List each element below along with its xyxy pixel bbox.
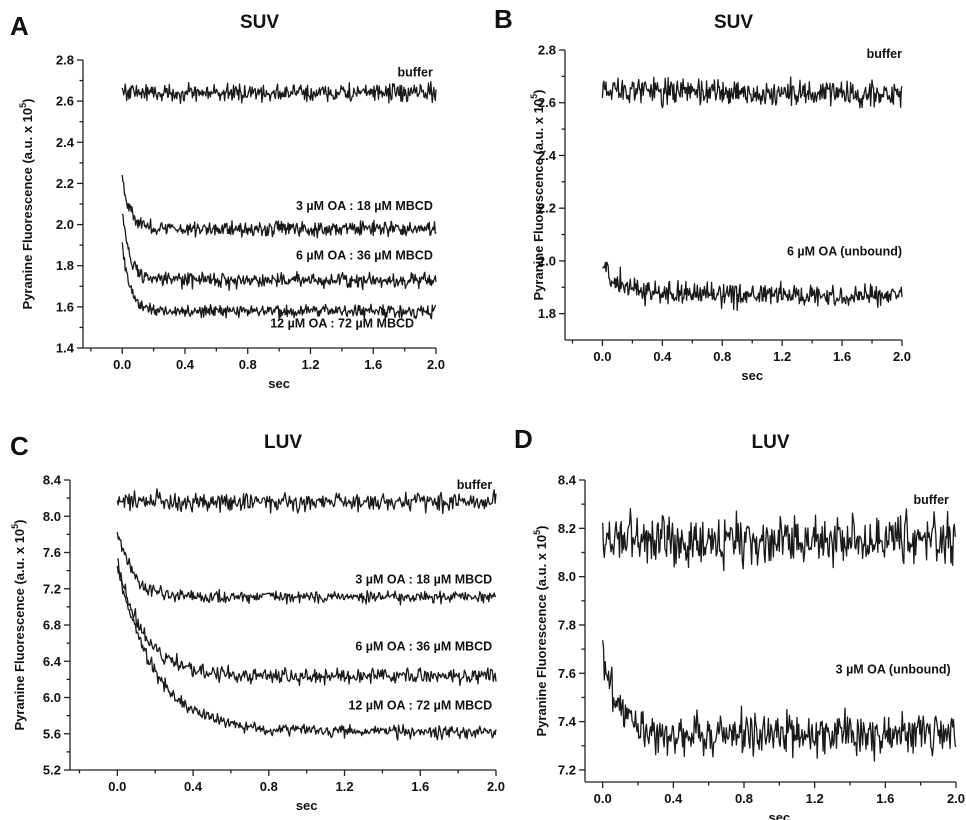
x-tick-label: 1.2 [301,357,319,372]
series-line [602,261,903,311]
panel-title: SUV [714,12,753,33]
y-axis-title: Pyranine Fluorescence (a.u. x 105) [532,526,549,737]
series-label: 6 µM OA (unbound) [787,245,902,259]
y-tick-label: 1.8 [56,258,74,273]
series-line [121,213,437,291]
y-tick-label: 6.8 [43,618,61,633]
y-tick-label: 2.0 [538,253,556,268]
x-tick-label: 0.0 [594,791,612,806]
panel-title: LUV [264,432,302,453]
x-tick-label: 1.6 [364,357,382,372]
y-tick-label: 2.8 [538,43,556,58]
y-tick-label: 7.4 [558,714,577,729]
y-tick-label: 8.0 [43,509,61,524]
x-tick-label: 1.2 [335,779,353,794]
y-tick-label: 7.6 [43,545,61,560]
x-tick-label: 0.4 [184,779,203,794]
panel-a: A SUV 0.0 0.4 0.8 1.2 1.6 2.0 1.4 1.6 1.8 2.0 2.2 2.4… [10,11,445,391]
x-tick-label: 2.0 [947,791,965,806]
series-line [116,488,497,515]
y-tick-label: 2.4 [538,148,557,163]
x-tick-label: 0.4 [653,349,672,364]
y-tick-label: 7.8 [558,617,576,632]
series-label: 3 µM OA : 18 µM MBCD [296,199,433,213]
y-tick-label: 2.2 [56,176,74,191]
panel-d: D LUV 0.0 0.4 0.8 1.2 1.6 2.0 7.2 7.4 7.6 7.8 8.0 8.2… [514,424,965,820]
panel-title: LUV [752,432,790,453]
x-tick-label: 0.0 [108,779,126,794]
x-tick-label: 1.6 [876,791,894,806]
x-axis-title: sec [768,810,790,820]
x-axis-title: sec [268,376,290,391]
x-tick-label: 2.0 [487,779,505,794]
series-label: 12 µM OA : 72 µM MBCD [270,316,414,330]
series-label: 12 µM OA : 72 µM MBCD [348,698,492,712]
panel-b: B SUV 0.0 0.4 0.8 1.2 1.6 2.0 1.8 2.0 2.2 2.4 2.6 2.8… [494,4,911,383]
series-label: buffer [867,47,903,61]
x-tick-label: 0.8 [713,349,731,364]
x-tick-label: 0.4 [176,357,195,372]
x-tick-label: 1.6 [411,779,429,794]
y-tick-label: 7.2 [558,762,576,777]
x-axis-title: sec [296,798,318,813]
panel-letter: A [10,11,29,41]
y-tick-label: 2.6 [538,95,556,110]
series-line [602,640,957,762]
y-tick-label: 8.4 [558,473,577,488]
x-tick-label: 0.8 [260,779,278,794]
y-tick-label: 7.2 [43,581,61,596]
series-line [117,558,497,687]
series-label: 3 µM OA (unbound) [836,662,951,676]
series-label: buffer [457,478,493,492]
y-axis-title: Pyranine Fluorescence (a.u. x 105) [10,520,27,731]
series-line [602,507,957,572]
series-line [121,242,437,320]
series-label: buffer [914,493,950,507]
y-tick-label: 7.6 [558,666,576,681]
y-tick-label: 2.4 [56,135,75,150]
y-tick-label: 1.8 [538,306,556,321]
y-axis-title: Pyranine Fluorescence (a.u. x 105) [18,99,35,310]
series-label: 6 µM OA : 36 µM MBCD [296,249,433,263]
y-tick-label: 8.4 [43,473,62,488]
x-tick-label: 2.0 [893,349,911,364]
y-tick-label: 2.0 [56,217,74,232]
x-tick-label: 2.0 [427,357,445,372]
series-line [116,532,496,606]
x-tick-label: 1.2 [806,791,824,806]
y-tick-label: 6.0 [43,690,61,705]
y-tick-label: 1.6 [56,299,74,314]
x-tick-label: 1.6 [833,349,851,364]
x-tick-label: 0.8 [239,357,257,372]
panel-title: SUV [240,12,279,33]
x-tick-label: 1.2 [773,349,791,364]
panel-letter: B [494,4,513,34]
series-line [116,565,497,741]
y-tick-label: 1.4 [56,341,75,356]
panel-letter: D [514,424,533,454]
y-tick-label: 5.2 [43,763,61,778]
series-label: 3 µM OA : 18 µM MBCD [355,572,492,586]
x-tick-label: 0.4 [664,791,683,806]
x-tick-label: 0.8 [735,791,753,806]
x-axis-title: sec [741,368,763,383]
x-tick-label: 0.0 [593,349,611,364]
series-line [121,174,437,239]
series-line [121,81,437,105]
panel-c: C LUV 0.0 0.4 0.8 1.2 1.6 2.0 5.2 5.6 6.0 6.4 6.8 7.2… [10,431,505,813]
series-label: 6 µM OA : 36 µM MBCD [355,639,492,653]
x-tick-label: 0.0 [113,357,131,372]
y-tick-label: 8.2 [558,521,576,536]
y-tick-label: 2.8 [56,53,74,68]
y-tick-label: 2.2 [538,201,556,216]
series-label: buffer [397,65,433,79]
y-tick-label: 5.6 [43,726,61,741]
panel-letter: C [10,431,29,461]
series-line [601,76,903,109]
y-tick-label: 8.0 [558,569,576,584]
y-tick-label: 2.6 [56,94,74,109]
y-axis-title: Pyranine Fluorescence (a.u. x 105) [529,90,546,301]
y-tick-label: 6.4 [43,654,62,669]
